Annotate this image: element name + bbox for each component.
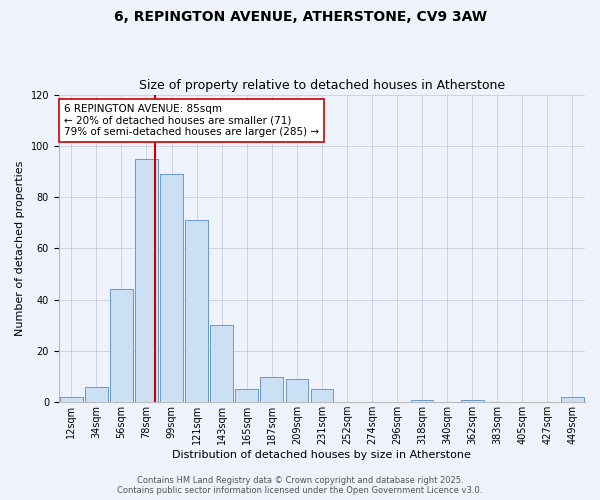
Bar [160,174,183,402]
Bar [260,376,283,402]
Y-axis label: Number of detached properties: Number of detached properties [15,160,25,336]
Bar [110,290,133,402]
Text: Contains HM Land Registry data © Crown copyright and database right 2025.
Contai: Contains HM Land Registry data © Crown c… [118,476,482,495]
Bar [561,397,584,402]
Bar [135,158,158,402]
X-axis label: Distribution of detached houses by size in Atherstone: Distribution of detached houses by size … [172,450,472,460]
Bar [85,387,107,402]
Bar [286,379,308,402]
Bar [461,400,484,402]
Bar [185,220,208,402]
Bar [211,326,233,402]
Title: Size of property relative to detached houses in Atherstone: Size of property relative to detached ho… [139,79,505,92]
Bar [60,397,83,402]
Bar [411,400,433,402]
Bar [235,390,258,402]
Bar [311,390,333,402]
Text: 6, REPINGTON AVENUE, ATHERSTONE, CV9 3AW: 6, REPINGTON AVENUE, ATHERSTONE, CV9 3AW [113,10,487,24]
Text: 6 REPINGTON AVENUE: 85sqm
← 20% of detached houses are smaller (71)
79% of semi-: 6 REPINGTON AVENUE: 85sqm ← 20% of detac… [64,104,319,137]
